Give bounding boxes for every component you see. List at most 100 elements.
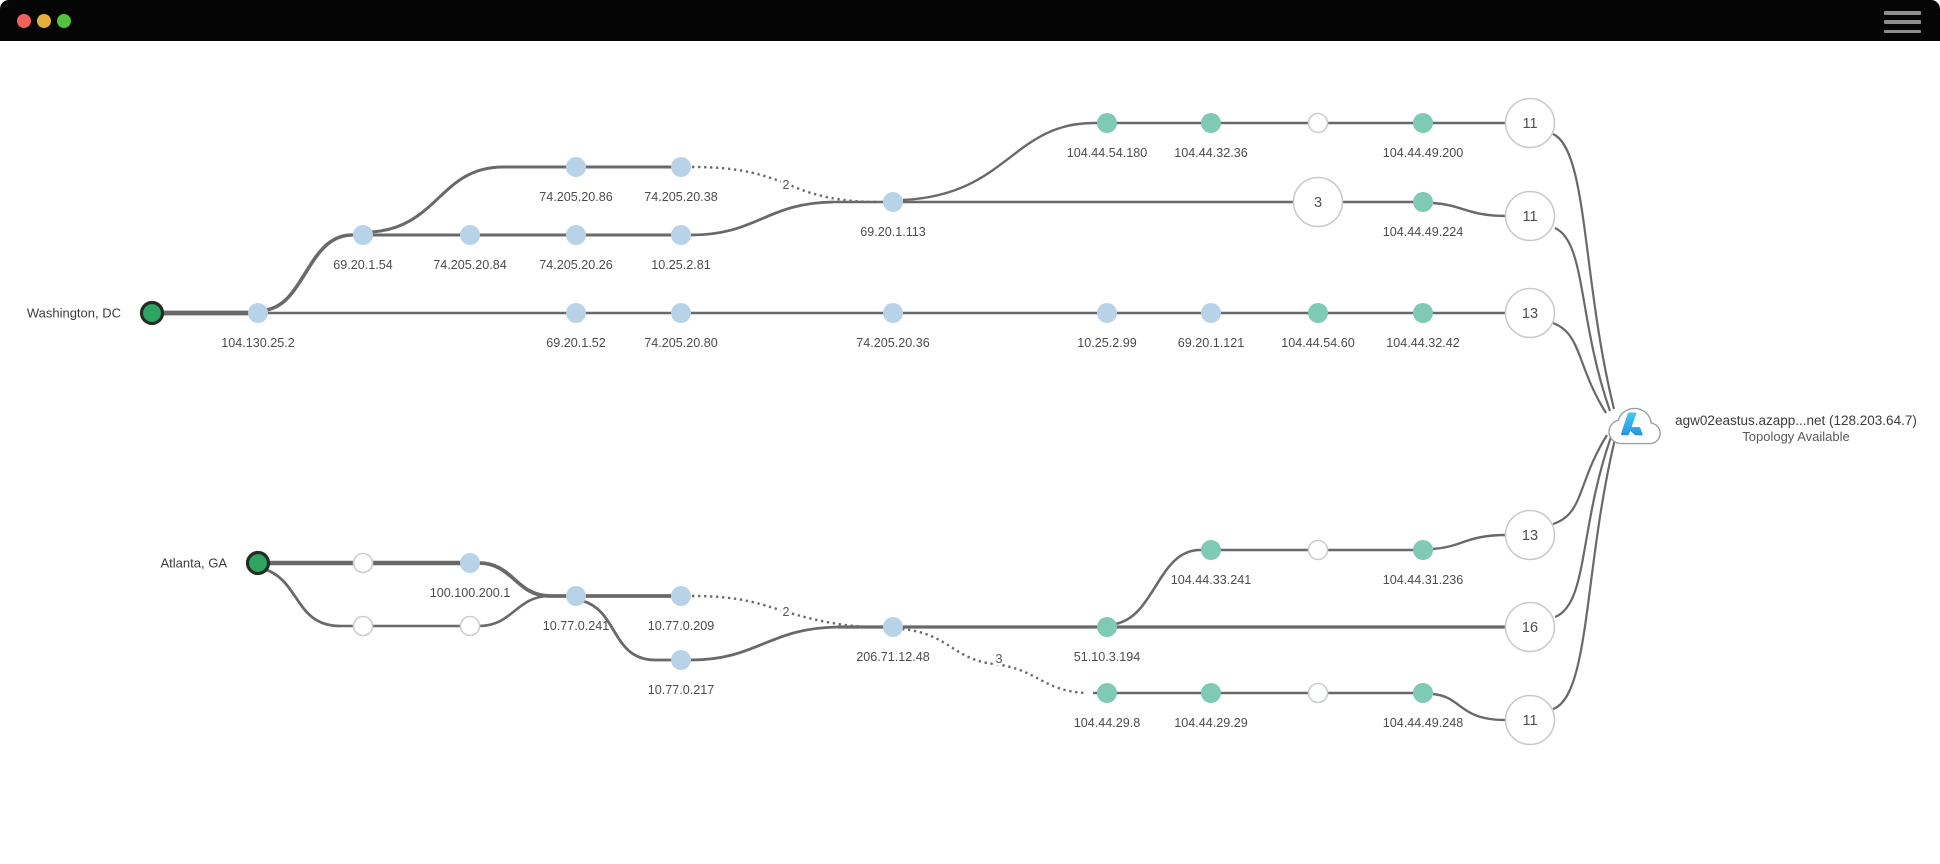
hop-node[interactable] <box>566 157 586 177</box>
hop-group-node[interactable] <box>1504 190 1556 242</box>
links-layer <box>152 121 1617 722</box>
link-group11a-to-cloud <box>1552 133 1616 410</box>
hop-group-node[interactable] <box>1504 97 1556 149</box>
source-node[interactable] <box>245 550 271 576</box>
hop-ip-label: 51.10.3.194 <box>1074 650 1141 664</box>
hop-ip-label: 10.77.0.241 <box>543 619 610 633</box>
hop-ip-label: 10.25.2.99 <box>1077 336 1137 350</box>
hop-ip-label: 74.205.20.84 <box>433 258 507 272</box>
hop-ip-label: 74.205.20.36 <box>856 336 930 350</box>
destination-status: Topology Available <box>1742 429 1849 444</box>
hop-node[interactable] <box>566 225 586 245</box>
hop-node[interactable] <box>671 586 691 606</box>
hop-group-count: 11 <box>1522 713 1537 729</box>
hop-ip-label: 74.205.20.80 <box>644 336 718 350</box>
hop-group-count: 13 <box>1522 306 1538 322</box>
hop-group-node[interactable] <box>1504 694 1556 746</box>
hop-node[interactable] <box>883 617 903 637</box>
hop-node[interactable] <box>1307 112 1329 134</box>
source-label: Atlanta, GA <box>161 556 228 571</box>
hop-node[interactable] <box>459 615 481 637</box>
link-rise-to-74-205-20-86 <box>370 165 504 234</box>
destination-node[interactable]: agw02eastus.azapp...net (128.203.64.7) T… <box>1609 408 1917 444</box>
hop-node[interactable] <box>1097 113 1117 133</box>
hop-node[interactable] <box>566 586 586 606</box>
link-group16-to-cloud <box>1554 436 1613 619</box>
hop-nodes-layer <box>248 112 1433 704</box>
hop-node[interactable] <box>1097 303 1117 323</box>
hop-ip-label: 104.44.29.8 <box>1074 716 1141 730</box>
link-rise-to-206-71-12-48 <box>689 625 839 662</box>
minimize-window-icon[interactable] <box>37 13 51 28</box>
hop-ip-label: 104.44.54.60 <box>1281 336 1355 350</box>
hop-node[interactable] <box>671 303 691 323</box>
hop-group-node[interactable] <box>1292 176 1344 228</box>
branch-count-label: 2 <box>783 605 790 619</box>
hop-ip-label: 69.20.1.54 <box>333 258 393 272</box>
hop-node[interactable] <box>1097 617 1117 637</box>
hop-ip-label: 100.100.200.1 <box>430 586 511 600</box>
hop-node[interactable] <box>1201 113 1221 133</box>
source-node[interactable] <box>139 300 165 326</box>
hop-ip-label: 74.205.20.38 <box>644 190 718 204</box>
hop-group-node[interactable] <box>1504 601 1556 653</box>
hop-ip-label: 104.44.33.241 <box>1171 573 1252 587</box>
hop-node[interactable] <box>1307 539 1329 561</box>
hop-node[interactable] <box>1413 540 1433 560</box>
hop-node[interactable] <box>460 225 480 245</box>
hop-group-node[interactable] <box>1504 509 1556 561</box>
link-group11b-to-cloud <box>1554 226 1612 412</box>
hop-node[interactable] <box>566 303 586 323</box>
hop-ip-label: 104.44.32.36 <box>1174 146 1248 160</box>
hamburger-menu-icon[interactable] <box>1884 11 1921 34</box>
hop-group-count: 3 <box>1314 195 1322 211</box>
hop-ip-label: 104.44.49.200 <box>1383 146 1464 160</box>
hop-node[interactable] <box>1097 683 1117 703</box>
hop-node[interactable] <box>248 303 268 323</box>
hop-ip-label: 104.44.32.42 <box>1386 336 1460 350</box>
hop-node[interactable] <box>671 225 691 245</box>
link-group13b-to-cloud <box>1552 434 1608 526</box>
hop-node[interactable] <box>1201 683 1221 703</box>
link-group11c-to-cloud <box>1552 438 1617 711</box>
hop-node[interactable] <box>460 553 480 573</box>
link-ascend-to-10-77-0-241 <box>478 594 551 628</box>
hop-node[interactable] <box>1413 303 1433 323</box>
hop-node[interactable] <box>1201 303 1221 323</box>
link-down-to-10-77-0-217 <box>582 599 681 662</box>
hop-node[interactable] <box>1413 192 1433 212</box>
hop-node[interactable] <box>671 650 691 670</box>
hop-ip-label: 69.20.1.113 <box>860 225 926 239</box>
hop-ip-label: 10.77.0.209 <box>648 619 715 633</box>
hop-node[interactable] <box>352 552 374 574</box>
link-rise-to-104-44-33-241 <box>1114 548 1201 626</box>
hop-node[interactable] <box>1413 113 1433 133</box>
hop-ip-label: 206.71.12.48 <box>856 650 930 664</box>
destination-label: agw02eastus.azapp...net (128.203.64.7) <box>1675 413 1917 428</box>
hop-node[interactable] <box>353 225 373 245</box>
hop-ip-label: 104.44.31.236 <box>1383 573 1464 587</box>
hop-node[interactable] <box>671 157 691 177</box>
window-titlebar <box>0 0 1940 41</box>
hop-node[interactable] <box>883 192 903 212</box>
hop-node[interactable] <box>883 303 903 323</box>
hop-group-node[interactable] <box>1504 287 1556 339</box>
hop-ip-label: 69.20.1.52 <box>546 336 606 350</box>
close-window-icon[interactable] <box>17 13 31 28</box>
group-nodes-layer: 11 3 11 13 13 16 11 <box>1292 97 1556 746</box>
hop-ip-label: 104.130.25.2 <box>221 336 295 350</box>
hop-node[interactable] <box>1413 683 1433 703</box>
link-group13a-to-cloud <box>1552 321 1607 414</box>
link-dotted-2-washington <box>691 165 877 204</box>
source-label: Washington, DC <box>27 306 121 321</box>
hop-node[interactable] <box>1308 303 1328 323</box>
hop-ip-label: 104.44.49.248 <box>1383 716 1464 730</box>
link-descend-to-10-77-0-241 <box>478 561 551 598</box>
zoom-window-icon[interactable] <box>57 13 71 28</box>
link-wiggle-to-group-13b <box>1432 533 1507 551</box>
hop-node[interactable] <box>352 615 374 637</box>
hop-node[interactable] <box>1201 540 1221 560</box>
hop-node[interactable] <box>1307 682 1329 704</box>
link-wiggle-to-group-11c <box>1432 692 1507 722</box>
hamburger-bar <box>1884 29 1921 34</box>
